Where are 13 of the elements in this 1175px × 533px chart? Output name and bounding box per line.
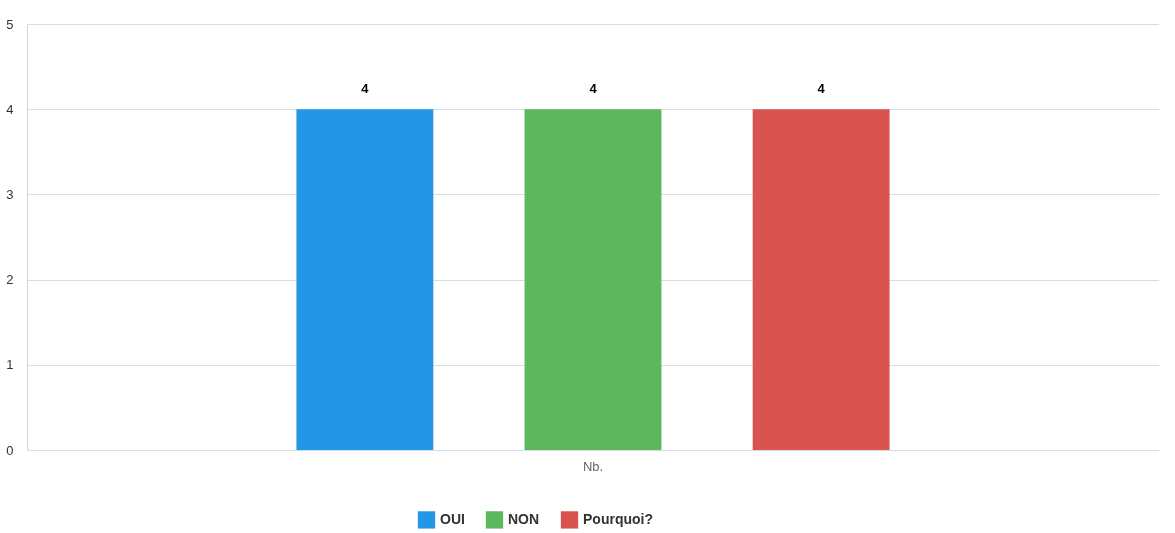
y-tick-label: 1 bbox=[6, 357, 14, 373]
x-tick-label: Nb. bbox=[582, 458, 604, 474]
data-label: 4 bbox=[817, 81, 826, 97]
y-tick-label: 5 bbox=[6, 16, 14, 32]
y-tick-label: 2 bbox=[6, 272, 14, 288]
y-tick-label: 0 bbox=[6, 442, 14, 458]
legend-label: OUI bbox=[440, 510, 465, 527]
y-tick-label: 3 bbox=[6, 186, 14, 202]
legend-label: NON bbox=[508, 510, 540, 527]
data-label: 4 bbox=[589, 81, 598, 97]
data-label: 4 bbox=[361, 81, 370, 97]
legend-label: Pourquoi? bbox=[583, 510, 653, 527]
y-tick-label: 4 bbox=[6, 101, 14, 117]
